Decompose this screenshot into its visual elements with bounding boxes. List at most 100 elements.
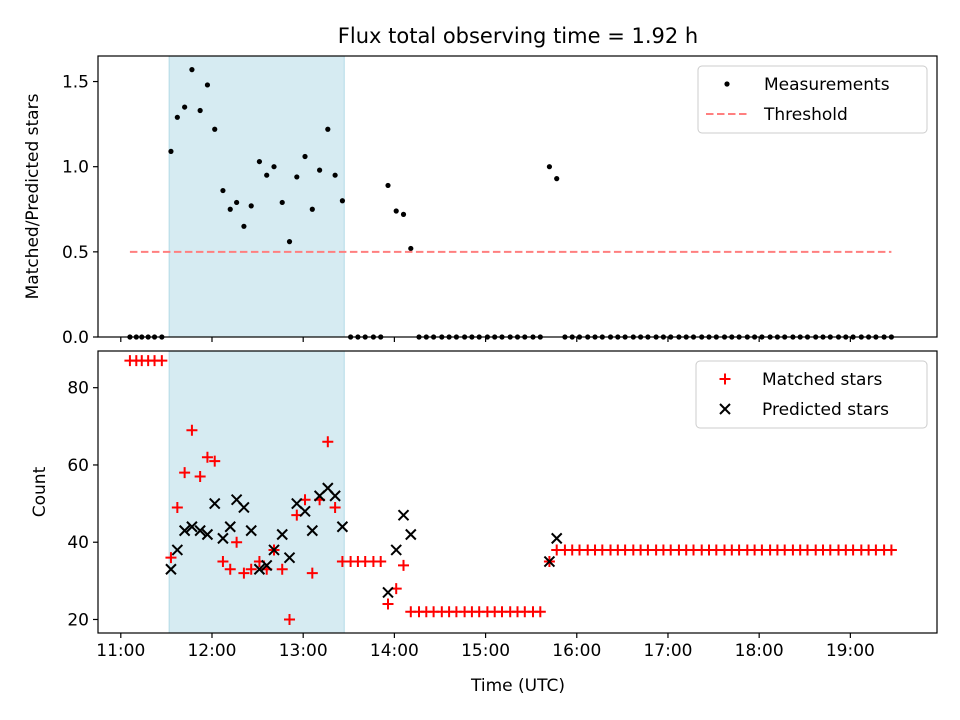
y-tick-label: 80	[67, 379, 89, 399]
observing-window-ratio	[168, 55, 345, 338]
legend-box	[695, 360, 928, 429]
data-point	[390, 544, 402, 556]
data-point	[194, 524, 206, 537]
data-point	[408, 245, 414, 252]
axes-frame-counts	[97, 350, 938, 634]
data-point	[256, 158, 263, 165]
data-point	[385, 182, 391, 189]
data-point	[546, 164, 553, 170]
y-tick-label: 1.5	[62, 73, 89, 93]
data-point	[156, 355, 168, 367]
x-tick-label: 18:00	[735, 641, 784, 661]
data-point	[405, 528, 417, 541]
data-point	[271, 164, 277, 170]
data-point	[322, 436, 334, 448]
data-point	[393, 208, 399, 214]
panel-ratio: 0.0 0.5 1.0 1.5 Matched/Predicted stars Measu…	[23, 55, 938, 348]
legend-counts: Matched stars Predicted stars	[695, 360, 928, 429]
data-point	[182, 104, 188, 110]
data-point	[227, 206, 233, 212]
series-matched-stars	[124, 355, 897, 625]
y-axis-label: Count	[30, 466, 50, 517]
legend-marker	[719, 403, 731, 415]
data-point	[168, 148, 174, 154]
data-point	[245, 563, 257, 575]
x-tick-label: 11:00	[96, 641, 145, 661]
legend-label: Matched stars	[762, 370, 882, 390]
data-point	[234, 199, 240, 206]
data-point	[382, 598, 394, 610]
legend-label: Measurements	[764, 75, 890, 95]
x-tick-label: 16:00	[552, 641, 601, 661]
axes-frame-ratio	[97, 55, 938, 338]
data-point	[400, 211, 407, 217]
data-point	[286, 239, 293, 245]
y-tick-label: 40	[67, 533, 89, 553]
data-point	[325, 126, 331, 132]
data-point	[329, 501, 341, 513]
data-point	[264, 172, 270, 178]
data-point	[171, 501, 183, 513]
data-point	[551, 532, 563, 545]
data-point	[397, 509, 410, 521]
observing-window-counts	[168, 350, 345, 634]
data-point	[212, 126, 218, 132]
y-tick-label: 60	[67, 456, 89, 476]
data-point	[284, 613, 296, 625]
data-point	[534, 606, 546, 618]
data-point	[317, 167, 323, 173]
x-tick-label: 19:00	[826, 641, 875, 661]
legend-marker	[719, 373, 731, 385]
legend-label: Threshold	[763, 105, 848, 125]
data-point	[186, 424, 198, 436]
data-point	[189, 67, 195, 73]
data-point	[276, 528, 288, 541]
data-point	[165, 552, 177, 564]
data-point	[276, 563, 288, 575]
data-point	[253, 563, 266, 575]
y-tick-label: 0.5	[62, 243, 89, 263]
data-point	[302, 153, 308, 160]
data-point	[224, 563, 236, 575]
data-point	[174, 114, 180, 120]
data-point	[209, 497, 221, 510]
y-axis-label: Matched/Predicted stars	[23, 93, 43, 299]
data-point	[336, 521, 349, 533]
data-point	[178, 524, 191, 537]
data-point	[885, 544, 897, 556]
x-axis-label: Time (UTC)	[470, 676, 565, 696]
data-point	[299, 505, 311, 518]
data-point	[543, 555, 556, 568]
data-point	[231, 536, 243, 548]
panel-counts: 20 40 60 80 11:00 12:00 13:00 14:00 15:00 16:00 17…	[30, 350, 938, 661]
chart-title: Flux total observing time = 1.92 h	[338, 24, 698, 48]
data-point	[398, 559, 410, 571]
data-point	[238, 501, 250, 514]
data-point	[217, 556, 229, 568]
data-point	[261, 559, 273, 572]
data-point	[197, 107, 203, 114]
data-point	[241, 223, 247, 229]
data-point	[375, 556, 387, 568]
data-point	[294, 174, 300, 180]
data-point	[217, 532, 229, 545]
data-point	[238, 567, 250, 579]
data-point	[309, 206, 315, 212]
x-tick-label: 12:00	[187, 641, 236, 661]
y-tick-label: 0.0	[62, 328, 89, 348]
data-point	[268, 544, 280, 556]
x-tick-label: 15:00	[461, 641, 510, 661]
data-point	[224, 521, 236, 533]
legend-label: Predicted stars	[762, 400, 889, 420]
data-point	[306, 524, 319, 537]
series-predicted-stars	[165, 482, 563, 599]
data-point	[179, 467, 191, 479]
data-point	[329, 490, 341, 502]
y-tick-label: 20	[67, 610, 89, 630]
data-point	[283, 551, 296, 564]
legend-ratio: Measurements Threshold	[697, 65, 928, 134]
data-point	[306, 567, 318, 579]
data-point	[220, 187, 226, 194]
data-point	[194, 471, 206, 483]
data-point	[245, 524, 257, 537]
